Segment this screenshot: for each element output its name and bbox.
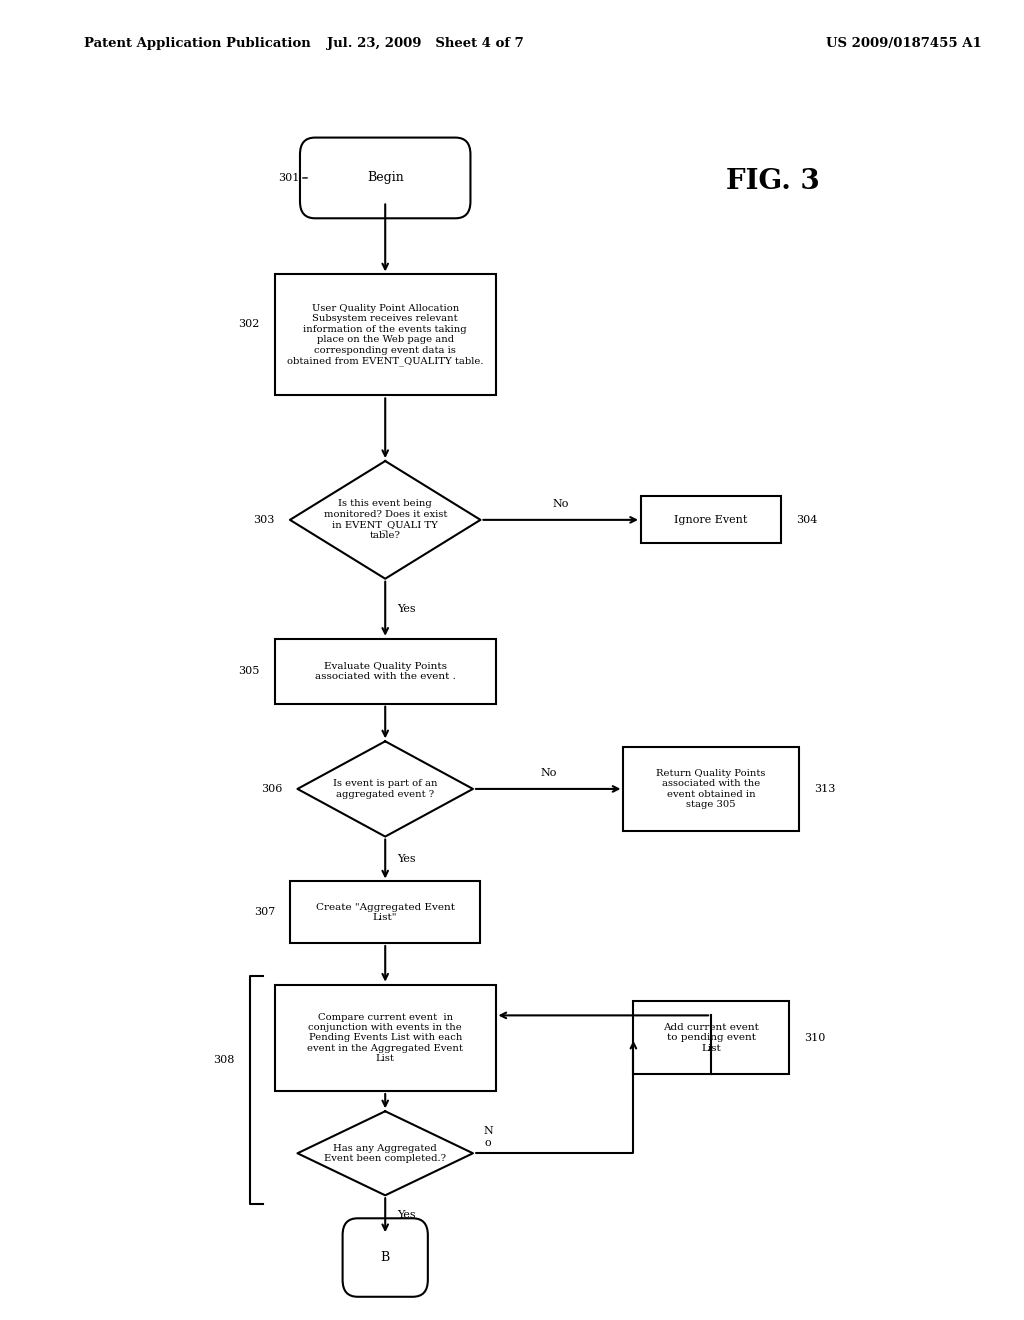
Text: User Quality Point Allocation
Subsystem receives relevant
information of the eve: User Quality Point Allocation Subsystem … [287, 304, 483, 366]
Text: Yes: Yes [397, 1210, 416, 1220]
Polygon shape [298, 1111, 473, 1196]
Text: Evaluate Quality Points
associated with the event .: Evaluate Quality Points associated with … [314, 661, 456, 681]
Text: 313: 313 [814, 784, 836, 793]
Text: Is event is part of an
aggregated event ?: Is event is part of an aggregated event … [333, 779, 437, 799]
FancyBboxPatch shape [274, 639, 496, 704]
Text: 306: 306 [261, 784, 283, 793]
Text: Begin: Begin [367, 172, 403, 185]
Text: Ignore Event: Ignore Event [675, 515, 748, 525]
Polygon shape [298, 742, 473, 837]
FancyBboxPatch shape [274, 275, 496, 396]
FancyBboxPatch shape [634, 1002, 788, 1074]
Text: Yes: Yes [397, 603, 416, 614]
Text: 308: 308 [213, 1055, 234, 1065]
FancyBboxPatch shape [343, 1218, 428, 1296]
Text: B: B [381, 1251, 390, 1265]
FancyBboxPatch shape [300, 137, 470, 218]
Polygon shape [290, 461, 480, 578]
FancyBboxPatch shape [624, 747, 799, 832]
Text: 305: 305 [239, 667, 260, 676]
FancyBboxPatch shape [290, 882, 480, 942]
Text: Is this event being
monitored? Does it exist
in EVENT_QUALI TY
table?: Is this event being monitored? Does it e… [324, 499, 446, 540]
Text: Return Quality Points
associated with the
event obtained in
stage 305: Return Quality Points associated with th… [656, 768, 766, 809]
Text: 310: 310 [804, 1032, 825, 1043]
Text: Patent Application Publication: Patent Application Publication [84, 37, 311, 50]
Text: Compare current event  in
conjunction with events in the
Pending Events List wit: Compare current event in conjunction wit… [307, 1012, 463, 1063]
FancyBboxPatch shape [641, 496, 781, 544]
Text: Add current event
to pending event
List: Add current event to pending event List [664, 1023, 759, 1053]
Text: Create "Aggregated Event
List": Create "Aggregated Event List" [315, 903, 455, 921]
Text: FIG. 3: FIG. 3 [726, 168, 820, 195]
Text: 303: 303 [254, 515, 274, 525]
Text: No: No [540, 768, 556, 777]
FancyBboxPatch shape [274, 985, 496, 1092]
Text: Has any Aggregated
Event been completed.?: Has any Aggregated Event been completed.… [325, 1143, 446, 1163]
Text: N
o: N o [483, 1126, 493, 1147]
Text: 304: 304 [797, 515, 818, 525]
Text: 307: 307 [254, 907, 274, 917]
Text: 301: 301 [279, 173, 300, 183]
Text: US 2009/0187455 A1: US 2009/0187455 A1 [826, 37, 982, 50]
Text: Jul. 23, 2009   Sheet 4 of 7: Jul. 23, 2009 Sheet 4 of 7 [327, 37, 523, 50]
Text: Yes: Yes [397, 854, 416, 865]
Text: 302: 302 [239, 318, 260, 329]
Text: No: No [553, 499, 569, 508]
